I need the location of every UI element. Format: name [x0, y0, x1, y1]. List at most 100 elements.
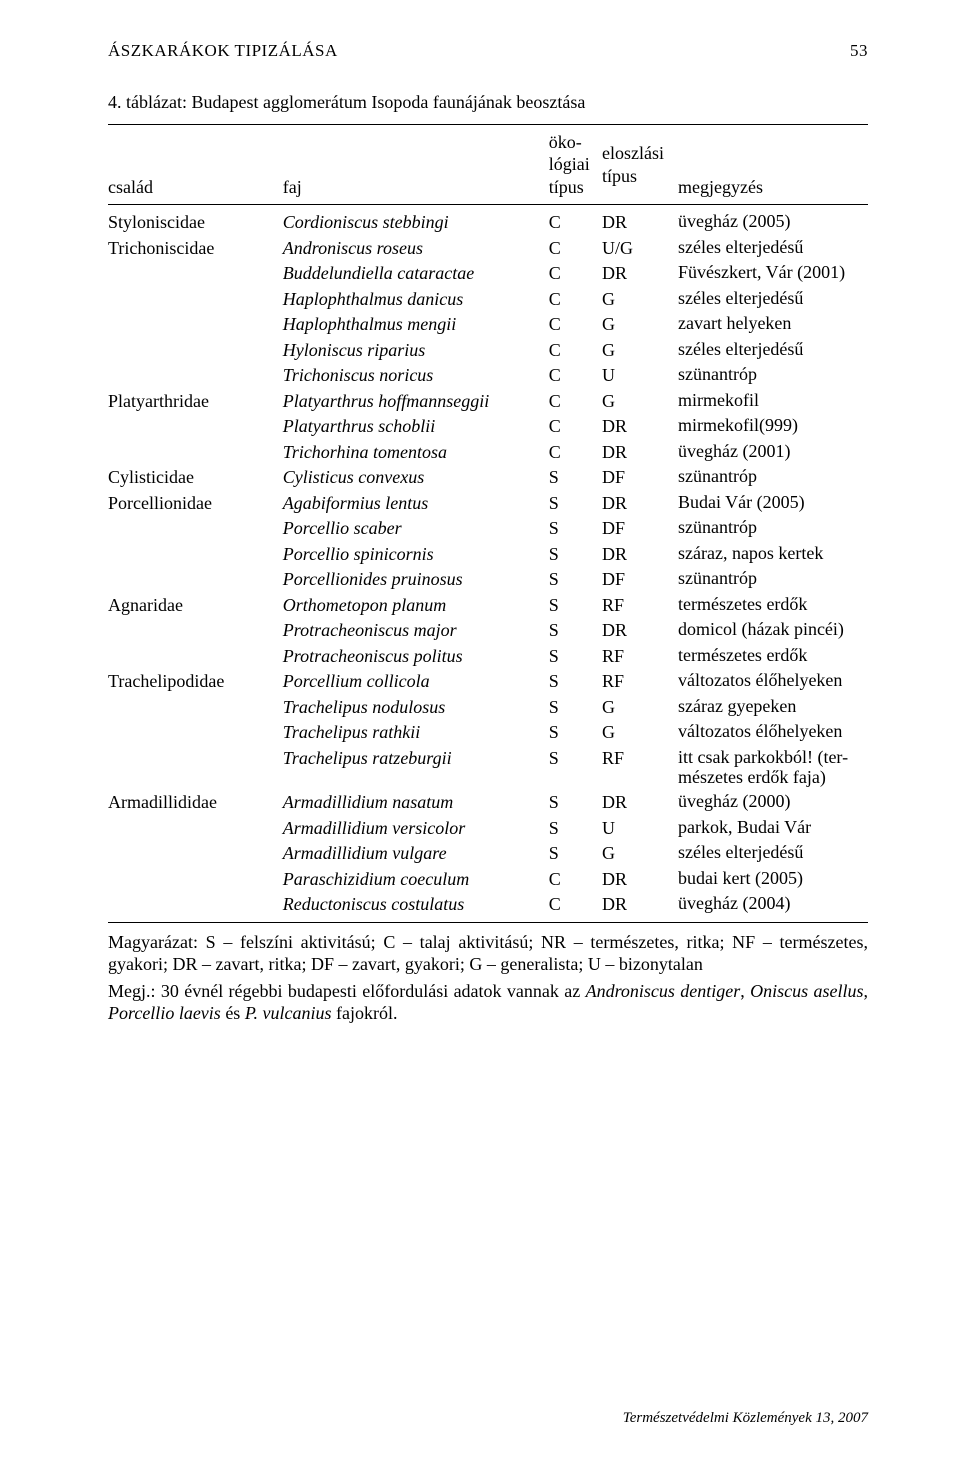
cell-disp: U/G — [602, 235, 678, 261]
cell-note: üvegház (2000) — [678, 790, 868, 816]
cell-family — [108, 745, 283, 789]
cell-species: Cylisticus convexus — [283, 465, 549, 491]
table-row: Haplophthalmus danicusCGszéles elterjedé… — [108, 286, 868, 312]
cell-disp: RF — [602, 592, 678, 618]
cell-note: mirmekofil(999) — [678, 414, 868, 440]
cell-note: széles elterjedésű — [678, 337, 868, 363]
cell-eco: S — [549, 516, 602, 542]
cell-species: Porcellio scaber — [283, 516, 549, 542]
cell-note: itt csak parkokból! (ter- mészetes erdők… — [678, 745, 868, 789]
cell-note: szünantróp — [678, 567, 868, 593]
cell-disp: U — [602, 815, 678, 841]
cell-species: Haplophthalmus mengii — [283, 312, 549, 338]
cell-disp: DR — [602, 205, 678, 236]
cell-note: Füvészkert, Vár (2001) — [678, 261, 868, 287]
cell-species: Androniscus roseus — [283, 235, 549, 261]
cell-disp: RF — [602, 643, 678, 669]
col-family: család — [108, 124, 283, 205]
cell-eco: C — [549, 414, 602, 440]
table-row: Armadillidium vulgareSGszéles elterjedés… — [108, 841, 868, 867]
cell-species: Trachelipus ratzeburgii — [283, 745, 549, 789]
table-row: PorcellionidaeAgabiformius lentusSDRBuda… — [108, 490, 868, 516]
cell-family — [108, 694, 283, 720]
table-row: Trichoniscus noricusCUszünantróp — [108, 363, 868, 389]
cell-family — [108, 439, 283, 465]
col-eco: öko- lógiai típus — [549, 124, 602, 205]
cell-eco: S — [549, 592, 602, 618]
cell-family: Trichoniscidae — [108, 235, 283, 261]
cell-note: szünantróp — [678, 363, 868, 389]
cell-eco: C — [549, 892, 602, 923]
journal-footer: Természetvédelmi Közlemények 13, 2007 — [623, 1409, 868, 1428]
cell-note: változatos élőhelyeken — [678, 669, 868, 695]
table-row: ArmadillididaeArmadillidium nasatumSDRüv… — [108, 790, 868, 816]
cell-family — [108, 286, 283, 312]
cell-note: széles elterjedésű — [678, 286, 868, 312]
cell-disp: U — [602, 363, 678, 389]
cell-species: Porcellium collicola — [283, 669, 549, 695]
cell-family — [108, 841, 283, 867]
cell-eco: S — [549, 490, 602, 516]
table-header-row: család faj öko- lógiai típus eloszlási t… — [108, 124, 868, 205]
cell-note: természetes erdők — [678, 592, 868, 618]
cell-family — [108, 643, 283, 669]
cell-family: Trachelipodidae — [108, 669, 283, 695]
cell-eco: S — [549, 669, 602, 695]
table-row: Trachelipus ratzeburgiiSRFitt csak parko… — [108, 745, 868, 789]
cell-eco: C — [549, 286, 602, 312]
table-row: CylisticidaeCylisticus convexusSDFszünan… — [108, 465, 868, 491]
cell-family — [108, 337, 283, 363]
cell-note: budai kert (2005) — [678, 866, 868, 892]
cell-family — [108, 261, 283, 287]
cell-note: zavart helyeken — [678, 312, 868, 338]
cell-species: Agabiformius lentus — [283, 490, 549, 516]
cell-species: Orthometopon planum — [283, 592, 549, 618]
cell-eco: C — [549, 337, 602, 363]
table-row: Haplophthalmus mengiiCGzavart helyeken — [108, 312, 868, 338]
cell-species: Protracheoniscus politus — [283, 643, 549, 669]
cell-disp: DR — [602, 261, 678, 287]
cell-species: Haplophthalmus danicus — [283, 286, 549, 312]
cell-family: Cylisticidae — [108, 465, 283, 491]
col-species: faj — [283, 124, 549, 205]
cell-note: változatos élőhelyeken — [678, 720, 868, 746]
table-row: Buddelundiella cataractaeCDRFüvészkert, … — [108, 261, 868, 287]
cell-eco: C — [549, 312, 602, 338]
cell-species: Buddelundiella cataractae — [283, 261, 549, 287]
cell-eco: S — [549, 745, 602, 789]
table-row: Protracheoniscus politusSRFtermészetes e… — [108, 643, 868, 669]
cell-eco: S — [549, 841, 602, 867]
cell-eco: C — [549, 261, 602, 287]
cell-disp: DF — [602, 567, 678, 593]
cell-species: Trichoniscus noricus — [283, 363, 549, 389]
table-row: Porcellionides pruinosusSDFszünantróp — [108, 567, 868, 593]
table-row: TrachelipodidaePorcellium collicolaSRFvá… — [108, 669, 868, 695]
cell-species: Reductoniscus costulatus — [283, 892, 549, 923]
cell-family: Porcellionidae — [108, 490, 283, 516]
cell-note: üvegház (2004) — [678, 892, 868, 923]
footnote-species-4: P. vulcanius — [245, 1003, 332, 1023]
table-row: Platyarthrus schobliiCDRmirmekofil(999) — [108, 414, 868, 440]
cell-species: Platyarthrus hoffmannseggii — [283, 388, 549, 414]
table-row: Reductoniscus costulatusCDRüvegház (2004… — [108, 892, 868, 923]
cell-disp: G — [602, 694, 678, 720]
table-row: AgnaridaeOrthometopon planumSRFtermészet… — [108, 592, 868, 618]
cell-note: szünantróp — [678, 465, 868, 491]
cell-family — [108, 516, 283, 542]
cell-species: Hyloniscus riparius — [283, 337, 549, 363]
cell-note: széles elterjedésű — [678, 235, 868, 261]
footnote-prefix: Megj.: 30 évnél régebbi budapesti előfor… — [108, 981, 586, 1001]
running-head: ÁSZKARÁKOK TIPIZÁLÁSA 53 — [108, 40, 868, 61]
cell-family — [108, 815, 283, 841]
cell-eco: S — [549, 815, 602, 841]
table-row: TrichoniscidaeAndroniscus roseusCU/Gszél… — [108, 235, 868, 261]
cell-family — [108, 720, 283, 746]
cell-family — [108, 363, 283, 389]
cell-species: Protracheoniscus major — [283, 618, 549, 644]
table-caption: 4. táblázat: Budapest agglomerátum Isopo… — [108, 91, 868, 114]
cell-species: Cordioniscus stebbingi — [283, 205, 549, 236]
running-head-right: 53 — [850, 40, 868, 61]
cell-disp: G — [602, 337, 678, 363]
cell-family — [108, 892, 283, 923]
cell-eco: S — [549, 720, 602, 746]
